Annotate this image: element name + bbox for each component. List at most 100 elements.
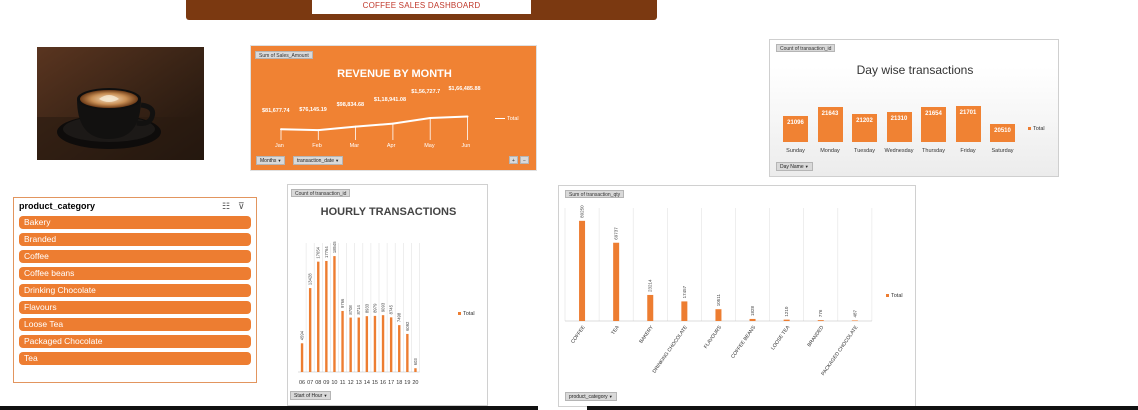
revenue-point [317,129,320,132]
slicer-item-coffee-beans[interactable]: Coffee beans [19,267,251,280]
category-tick: COFFEE BEANS [730,324,757,360]
revenue-legend: Total [495,116,519,122]
category-bar [681,301,688,321]
field-button-sum-sales[interactable]: Sum of Sales_Amount [255,51,313,59]
legend-label: Total [891,293,903,299]
legend-label: Total [507,116,519,122]
hour-tick: 19 [404,380,410,386]
bar-value-label: 1210 [784,306,789,317]
day-label: Sunday [786,148,805,154]
slicer-item-branded[interactable]: Branded [19,233,251,246]
bar-value-label: 23214 [648,279,653,292]
slicer-item-tea[interactable]: Tea [19,352,251,365]
bar-value-label: 8979 [372,303,377,313]
category-bar [715,309,722,321]
bar-value-label: 13428 [308,273,313,285]
category-tick: TEA [610,324,621,336]
qty-bar-plot: 89250 COFFEE 69737 TEA 23214 BAKERY 17457 DRINK… [564,205,873,377]
hour-tick: 06 [299,380,305,386]
category-tick: BRANDED [806,324,825,348]
category-tick: DRINKING CHOCOLATE [652,324,690,374]
bar-value-label: 17654 [316,246,321,258]
bar-value-label: 4594 [300,330,305,340]
day-label: Wednesday [884,148,914,154]
data-label: $81,677.74 [262,108,290,115]
hour-bar [406,333,409,372]
slicer-item-packaged-chocolate[interactable]: Packaged Chocolate [19,335,251,348]
multi-select-icon[interactable]: ☷ [222,201,231,211]
transaction-date-filter[interactable]: transaction_date [293,156,344,165]
category-tick: PACKAGED CHOCOLATE [820,324,859,377]
start-of-hour-filter[interactable]: Start of Hour [290,391,332,400]
bar-value-label: 8933 [364,303,369,313]
hour-tick: 09 [323,380,329,386]
coffee-cup-image [37,47,204,160]
day-label: Tuesday [854,148,875,154]
hour-bar [325,260,328,372]
hour-tick: 08 [315,380,321,386]
qty-by-category-chart[interactable]: Sum of transaction_qty 89250 COFFEE 69737 T… [558,185,916,407]
field-button-sum-qty[interactable]: Sum of transaction_qty [565,190,625,198]
revenue-by-month-chart[interactable]: Sum of Sales_Amount REVENUE BY MONTH Tot… [250,45,537,171]
bar-value-label: 1828 [750,305,755,316]
bar-value-label: 10511 [716,294,721,307]
bar-value-label: 8708 [348,305,353,315]
bar-value-label: 776 [818,309,823,317]
slicer-item-flavours[interactable]: Flavours [19,301,251,314]
hour-bar [357,317,360,372]
month-tick: Apr [386,143,396,149]
hour-bar [398,325,401,372]
hour-tick: 11 [340,380,346,386]
expand-button[interactable]: + [509,156,518,164]
revenue-point [280,128,282,131]
bar-value-label: 7498 [397,312,402,322]
category-bar [851,320,858,321]
month-tick: Mar [349,143,360,149]
field-button-count-transaction[interactable]: Count of transaction_id [776,44,836,52]
hourly-bar-plot: 4594 06 13428 07 17654 08 17764 09 18545 10 9766 11… [298,241,420,386]
product-category-filter[interactable]: product_category [565,392,617,401]
slicer-item-coffee[interactable]: Coffee [19,250,251,263]
hour-tick: 15 [372,380,378,386]
slicer-item-loose-tea[interactable]: Loose Tea [19,318,251,331]
clear-filter-icon[interactable]: ⊽ [238,201,245,211]
chart-title: HOURLY TRANSACTIONS [320,206,457,218]
day-bar[interactable]: 21310 [886,112,912,142]
slicer-item-drinking-chocolate[interactable]: Drinking Chocolate [19,284,251,297]
bar-value-label: 9093 [381,302,386,312]
day-label: Friday [960,148,976,154]
day-wise-transactions-chart[interactable]: Count of transaction_id Day wise transac… [769,39,1059,177]
revenue-point [429,116,432,119]
hour-bar [373,315,377,372]
category-bar [749,318,756,321]
hourly-transactions-chart[interactable]: Count of transaction_id HOURLY TRANSACTI… [287,184,488,406]
qty-legend: Total [886,293,903,299]
hour-tick: 18 [396,380,402,386]
month-tick: Feb [312,143,322,149]
field-button-count-transaction[interactable]: Count of transaction_id [291,189,351,197]
day-bar[interactable]: 21643 [817,107,843,142]
slicer-item-bakery[interactable]: Bakery [19,216,251,229]
hour-tick: 13 [356,380,362,386]
day-bar[interactable]: 21654 [921,107,946,142]
day-bar[interactable]: 21701 [955,106,981,142]
category-bar [647,294,654,321]
hour-bar [365,316,369,372]
day-bar[interactable]: 21096 [783,115,808,142]
hour-tick: 20 [412,380,418,386]
day-name-filter[interactable]: Day Name [776,162,813,171]
legend-label: Total [463,311,475,317]
collapse-button[interactable]: − [520,156,529,164]
chart-title: REVENUE BY MONTH [337,68,452,80]
hourly-legend: Total [458,311,475,317]
day-label: Saturday [991,148,1014,154]
hour-bar [349,317,352,372]
months-filter[interactable]: Months [256,156,286,165]
hour-bar [308,288,312,372]
product-category-slicer[interactable]: product_category ☷ ⊽ Bakery Branded Coffee… [13,197,257,383]
data-label: $1,66,485.88 [448,85,481,92]
category-bar [579,220,586,321]
day-bar[interactable]: 21202 [852,113,877,142]
day-bar[interactable]: 20510 [990,124,1015,142]
revenue-point [391,122,394,125]
